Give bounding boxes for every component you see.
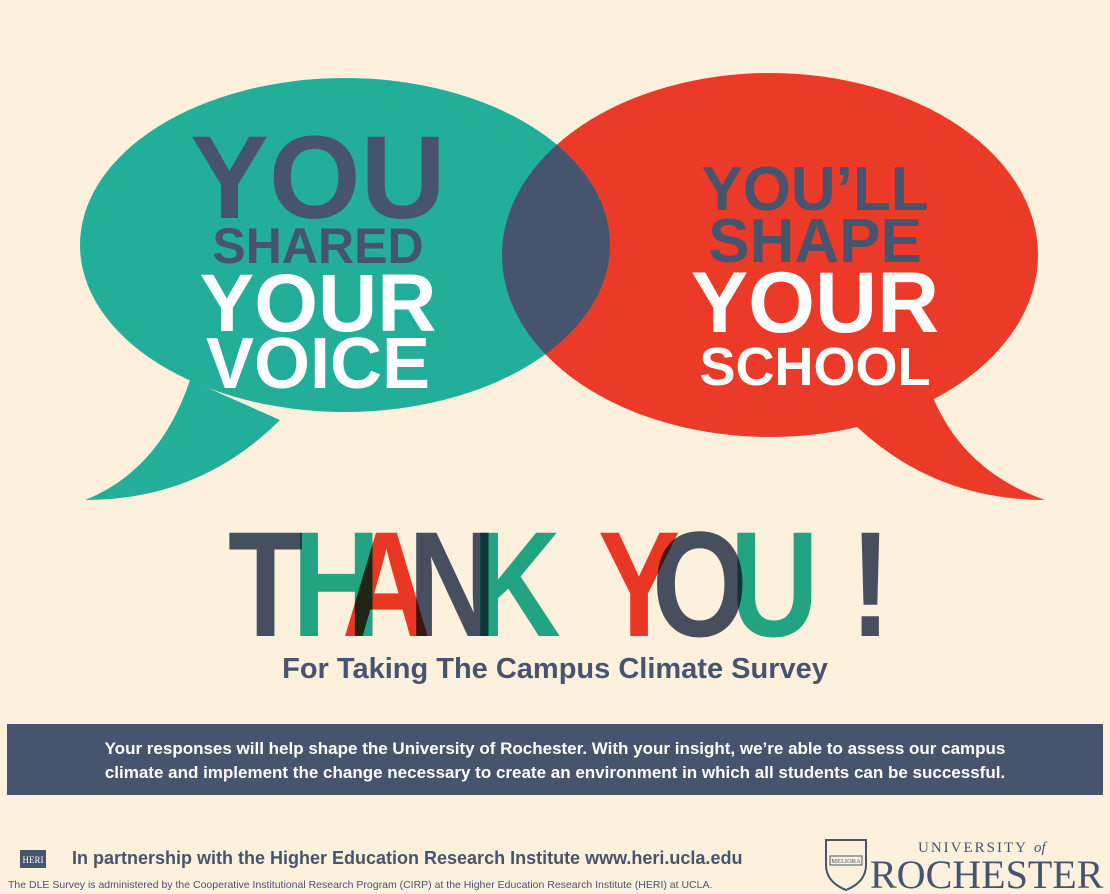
university-name: ROCHESTER — [870, 852, 1104, 894]
right-line: SCHOOL — [699, 337, 930, 397]
banner — [7, 724, 1103, 795]
poster-art: YOU SHARED YOUR VOICE YOU’LL SHAPE YOUR … — [0, 0, 1110, 894]
heri-logo: HERI — [23, 855, 44, 865]
page: Thank You html, body { margin: 0; paddin… — [0, 0, 1110, 894]
seal-text: MELIORA — [831, 858, 861, 865]
heading-letter: ! — [850, 501, 891, 668]
heading-letter: K — [472, 501, 561, 668]
banner-line: Your responses will help shape the Unive… — [105, 739, 1006, 758]
partnership: In partnership with the Higher Education… — [72, 848, 742, 868]
heading-letter: U — [730, 501, 819, 668]
footer-note: The DLE Survey is administered by the Co… — [8, 879, 712, 891]
banner-line: climate and implement the change necessa… — [105, 763, 1005, 782]
left-line: VOICE — [206, 324, 430, 404]
subtitle: For Taking The Campus Climate Survey — [282, 653, 828, 685]
poster: {"left_bubble": {"lines": ["YOU", "SHARE… — [0, 0, 1110, 894]
